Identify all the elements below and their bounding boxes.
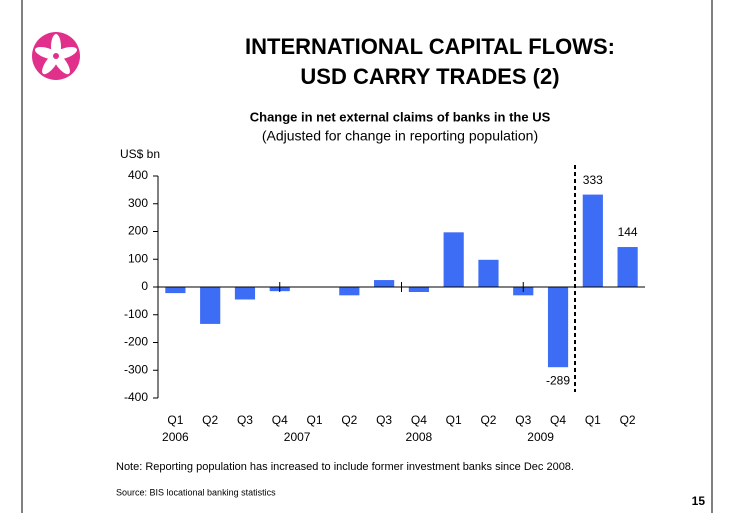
x-tick-label: Q3 xyxy=(515,413,531,427)
y-tick-label: -300 xyxy=(124,362,148,376)
value-label: 333 xyxy=(583,173,603,187)
bar xyxy=(443,232,464,287)
bar xyxy=(234,287,256,300)
bar xyxy=(165,287,186,294)
x-tick-label: Q1 xyxy=(167,413,183,427)
y-tick-label: 400 xyxy=(128,168,148,182)
x-tick-label: Q3 xyxy=(237,413,253,427)
plot: -400 -300 -200 -100 0 100 200 300 400 Q1 Q2 Q3 Q4 Q1 Q… xyxy=(124,168,645,444)
slide-title: USD CARRY TRADES (2) xyxy=(300,64,559,89)
y-tick-label: -200 xyxy=(124,335,148,349)
x-group-label: 2009 xyxy=(527,430,554,444)
y-tick-label: 300 xyxy=(128,196,148,210)
x-tick-label: Q4 xyxy=(411,413,427,427)
x-tick-label: Q2 xyxy=(202,413,218,427)
x-tick-label: Q1 xyxy=(446,413,462,427)
bar xyxy=(339,287,360,296)
bar xyxy=(408,287,429,292)
value-label: 144 xyxy=(618,225,638,239)
x-tick-label: Q3 xyxy=(376,413,392,427)
y-tick-label: -400 xyxy=(124,390,148,404)
y-tick-label: 100 xyxy=(128,251,148,265)
x-tick-label: Q1 xyxy=(307,413,323,427)
x-tick-label: Q2 xyxy=(620,413,636,427)
x-tick-label: Q2 xyxy=(480,413,496,427)
bar xyxy=(374,280,395,287)
x-group-label: 2006 xyxy=(162,430,189,444)
chart-subtitle: (Adjusted for change in reporting popula… xyxy=(262,128,538,144)
logo xyxy=(32,32,80,80)
y-tick-label: -100 xyxy=(124,307,148,321)
y-tick-label: 0 xyxy=(141,279,148,293)
bar xyxy=(478,259,499,287)
source: Source: BIS locational banking statistic… xyxy=(116,487,276,497)
x-tick-label: Q4 xyxy=(550,413,566,427)
bar xyxy=(547,287,569,368)
bar xyxy=(617,247,638,287)
bar xyxy=(200,287,221,324)
y-axis-label: US$ bn xyxy=(120,147,160,161)
x-group-label: 2007 xyxy=(284,430,311,444)
chart-title: Change in net external claims of banks i… xyxy=(250,109,551,124)
y-tick-label: 200 xyxy=(128,224,148,238)
note: Note: Reporting population has increased… xyxy=(116,461,574,473)
x-tick-label: Q2 xyxy=(341,413,357,427)
x-group-label: 2008 xyxy=(406,430,433,444)
x-tick-label: Q4 xyxy=(272,413,288,427)
value-label: -289 xyxy=(546,373,570,387)
page-number: 15 xyxy=(692,494,706,508)
slide-title: INTERNATIONAL CAPITAL FLOWS: xyxy=(245,34,615,59)
x-tick-label: Q1 xyxy=(585,413,601,427)
bar xyxy=(582,194,603,287)
